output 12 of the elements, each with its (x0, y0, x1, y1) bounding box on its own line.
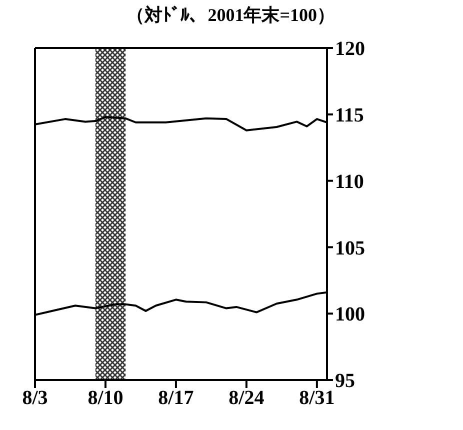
y-tick-label: 100 (335, 304, 365, 326)
y-tick-label: 110 (335, 170, 364, 193)
y-tick-label: 105 (335, 237, 365, 260)
y-tick-label: 115 (335, 104, 364, 126)
y-tick-label: 95 (335, 370, 355, 392)
y-tick-label: 120 (335, 38, 365, 60)
x-tick-label: 8/31 (299, 387, 335, 410)
x-tick-label: 8/17 (158, 387, 194, 410)
x-tick-label: 8/3 (22, 387, 48, 410)
x-tick-label: 8/24 (228, 387, 264, 410)
y-axis-title: （対ﾄﾞﾙ、2001年末=100） (126, 4, 335, 25)
x-tick-label: 8/10 (88, 387, 124, 410)
